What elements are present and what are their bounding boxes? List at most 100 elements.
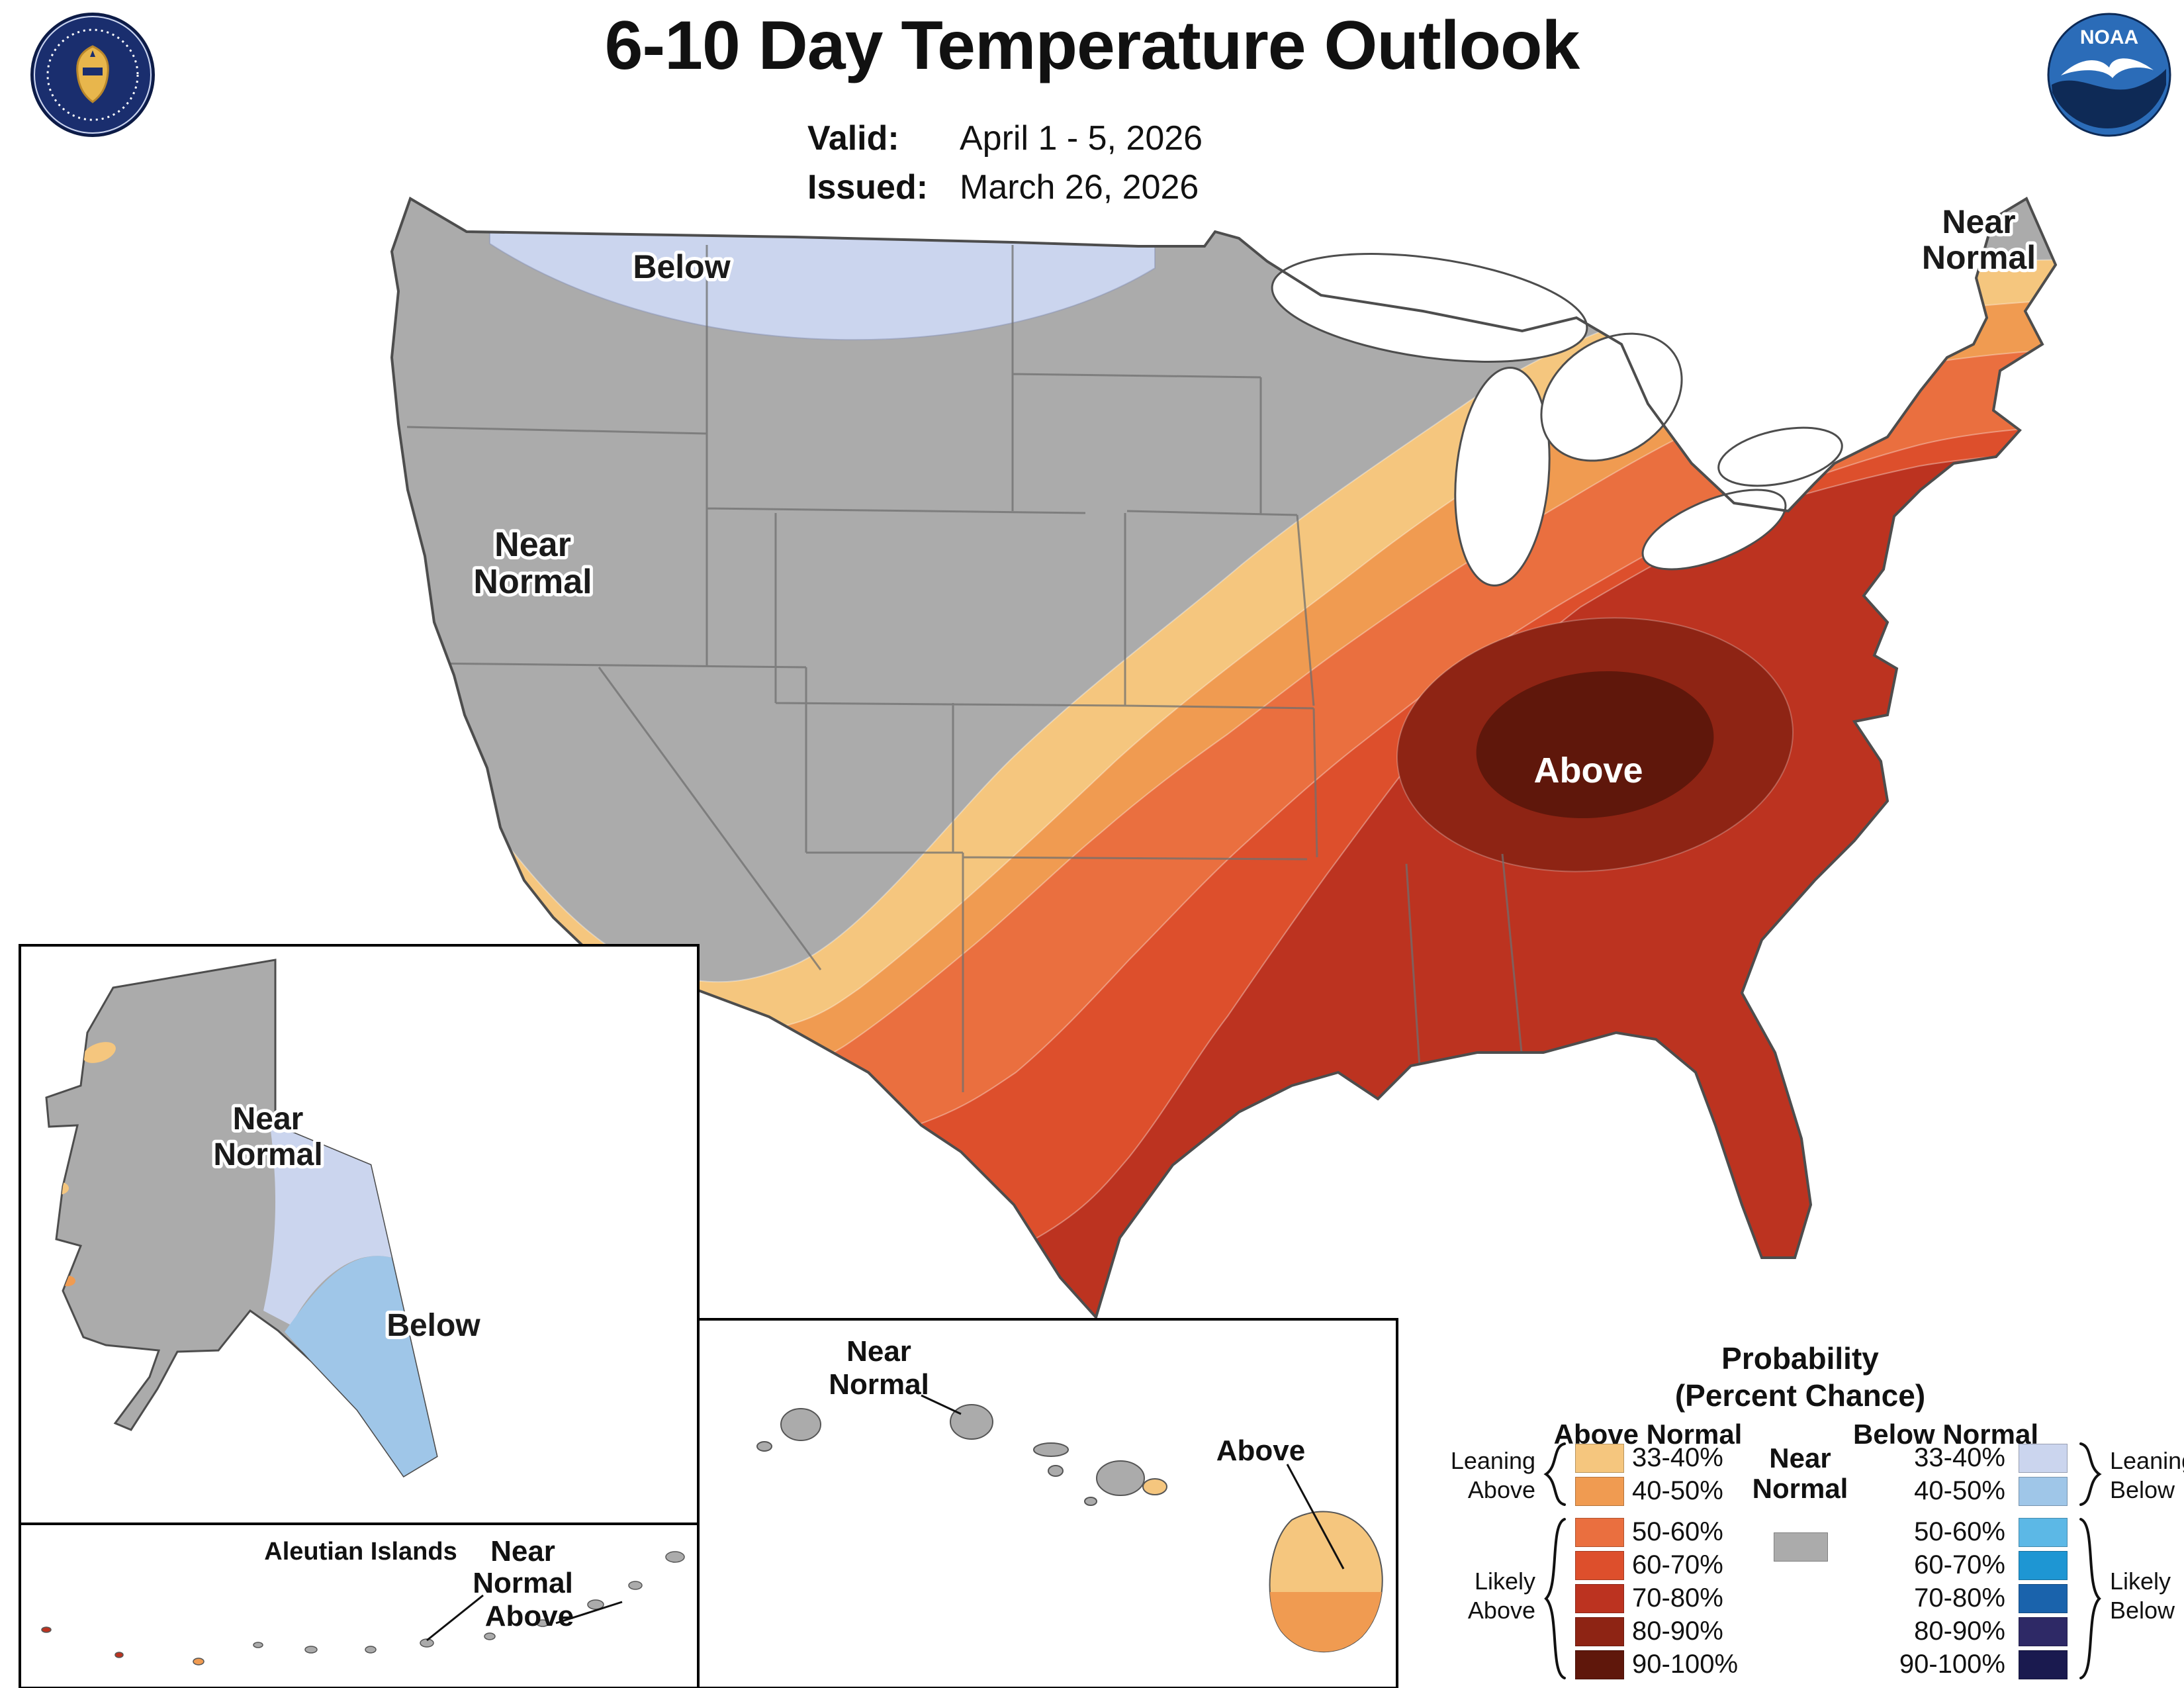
legend: Probability (Percent Chance) Above Norma…	[1416, 1314, 2184, 1688]
legend-swatch-below-3	[2019, 1551, 2068, 1580]
issued-label: Issued:	[807, 168, 929, 207]
aleutian-island-above	[41, 1626, 52, 1633]
legend-range-above-4: 70-80%	[1632, 1583, 1723, 1613]
legend-swatch-below-5	[2019, 1617, 2068, 1646]
hawaii-label-near-line1: Near	[846, 1335, 911, 1368]
legend-swatch-above-2	[1575, 1518, 1624, 1547]
legend-range-below-3: 60-70%	[1914, 1550, 2005, 1579]
legend-swatch-below-1	[2019, 1477, 2068, 1506]
aleutian-island	[420, 1638, 434, 1648]
aleutian-pointer-1	[426, 1594, 484, 1642]
alaska-above-patch-1	[83, 1042, 116, 1063]
aleutian-label-near-line2: Normal	[473, 1567, 573, 1599]
aleutian-island	[304, 1646, 318, 1654]
legend-swatch-above-0	[1575, 1444, 1624, 1473]
hawaii-inset: Near Normal Above	[697, 1318, 1398, 1688]
alaska-below-wedge	[263, 1125, 392, 1325]
legend-leaning-above-line1: Leaning	[1450, 1447, 1535, 1474]
aleutian-islands-chain	[41, 1551, 685, 1665]
aleutian-label-near-line1: Near	[490, 1535, 555, 1568]
legend-range-above-3: 60-70%	[1632, 1550, 1723, 1579]
legend-swatch-below-6	[2019, 1650, 2068, 1679]
aleutian-island	[587, 1599, 604, 1610]
aleutian-island	[253, 1642, 263, 1648]
hawaii-oahu	[950, 1404, 993, 1440]
hawaii-maui-above-patch	[1142, 1478, 1167, 1495]
likely-above-brace-icon	[1544, 1518, 1566, 1679]
valid-row: Valid: April 1 - 5, 2026	[807, 114, 1203, 163]
hawaii-pointer-oahu	[921, 1394, 962, 1415]
legend-leaning-above-line2: Above	[1467, 1476, 1535, 1503]
lake-huron	[1540, 332, 1683, 462]
legend-likely-below-line2: Below	[2110, 1597, 2175, 1624]
alaska-label-below: Below	[387, 1308, 480, 1343]
conus-outline	[390, 197, 2058, 1320]
aleutian-title: Aleutian Islands	[264, 1538, 457, 1566]
issued-row: Issued: March 26, 2026	[807, 163, 1203, 212]
state-borders	[406, 245, 1524, 1092]
aleutian-island	[628, 1581, 643, 1590]
hawaii-kahoolawe	[1084, 1497, 1097, 1506]
aleutian-island	[536, 1619, 549, 1627]
hawaii-label-near-line2: Normal	[829, 1368, 929, 1401]
legend-likely-below-line1: Likely	[2110, 1568, 2171, 1595]
leaning-below-brace-icon	[2079, 1442, 2102, 1506]
likely-below-brace-icon	[2079, 1518, 2101, 1679]
legend-range-above-6: 90-100%	[1632, 1650, 1739, 1679]
hawaii-kauai	[780, 1408, 821, 1441]
legend-swatch-below-2	[2019, 1518, 2068, 1547]
leaning-above-brace-icon	[1543, 1442, 1566, 1506]
valid-label: Valid:	[807, 119, 899, 158]
legend-range-above-2: 50-60%	[1632, 1517, 1723, 1546]
aleutian-island-above	[193, 1658, 205, 1665]
aleutian-island	[365, 1646, 377, 1654]
valid-value: April 1 - 5, 2026	[960, 119, 1203, 158]
aleutian-island	[665, 1551, 685, 1563]
legend-swatch-near-normal	[1774, 1532, 1828, 1562]
aleutian-label-above: Above	[485, 1600, 574, 1632]
legend-range-below-6: 90-100%	[1899, 1650, 2005, 1679]
legend-range-below-4: 70-80%	[1914, 1583, 2005, 1613]
hawaii-maui	[1096, 1460, 1145, 1496]
legend-likely-above-line1: Likely	[1474, 1568, 1535, 1595]
alaska-inset: Near Normal Below	[19, 944, 700, 1525]
valid-issued-block: Valid: April 1 - 5, 2026 Issued: March 2…	[807, 114, 1203, 212]
lake-michigan	[1454, 367, 1551, 586]
aleutian-island-above	[114, 1652, 124, 1658]
legend-range-below-5: 80-90%	[1914, 1617, 2005, 1646]
band-below-33-40	[489, 211, 1156, 341]
alaska-panhandle-below	[285, 1165, 437, 1476]
legend-swatch-above-3	[1575, 1551, 1624, 1580]
label-near-west-line2: Normal	[473, 563, 592, 601]
legend-swatch-above-1	[1575, 1477, 1624, 1506]
alaska-label-near-line2: Normal	[213, 1137, 322, 1172]
label-near-ne-line2: Normal	[1922, 239, 2036, 276]
label-near-ne-line1: Near	[1942, 203, 2015, 240]
hawaii-label-above: Above	[1216, 1434, 1305, 1467]
legend-leaning-below-line1: Leaning	[2110, 1447, 2184, 1474]
legend-swatch-above-5	[1575, 1617, 1624, 1646]
aleutian-pointer-2	[555, 1601, 623, 1624]
noaa-logo-text: NOAA	[2080, 26, 2138, 48]
legend-range-below-0: 33-40%	[1914, 1443, 2005, 1472]
lake-superior	[1271, 253, 1588, 363]
hawaii-pointer-bigisland	[1286, 1464, 1345, 1570]
issued-value: March 26, 2026	[960, 168, 1199, 207]
great-lakes	[1271, 253, 1843, 586]
hawaii-niihau	[756, 1441, 772, 1452]
hawaii-molokai	[1033, 1442, 1069, 1457]
legend-swatch-above-6	[1575, 1650, 1624, 1679]
legend-swatch-above-4	[1575, 1584, 1624, 1613]
legend-likely-above-line2: Above	[1467, 1597, 1535, 1624]
page-title: 6-10 Day Temperature Outlook	[604, 7, 1580, 84]
legend-title-line1: Probability	[1721, 1341, 1879, 1376]
aleutian-island	[484, 1632, 496, 1640]
hawaii-lanai	[1048, 1465, 1064, 1477]
noaa-logo-icon: NOAA	[2047, 13, 2171, 137]
alaska-label-near-line1: Near	[233, 1102, 304, 1137]
legend-swatch-below-4	[2019, 1584, 2068, 1613]
legend-swatch-below-0	[2019, 1444, 2068, 1473]
department-of-commerce-seal-icon	[30, 13, 155, 137]
